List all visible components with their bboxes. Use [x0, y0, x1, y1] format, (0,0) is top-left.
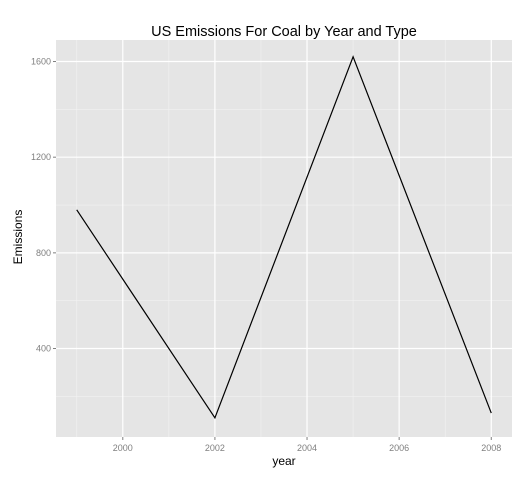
series-line — [76, 55, 492, 420]
x-axis-label: year — [272, 454, 295, 468]
y-tick-label: 800 — [36, 248, 51, 258]
y-tick-label: 400 — [36, 344, 51, 354]
major-gridlines — [56, 40, 512, 437]
x-tick-label: 2008 — [481, 443, 501, 453]
y-axis-label: Emissions — [11, 210, 25, 265]
x-axis-ticks: 2000 2002 2004 2006 2008 — [113, 437, 501, 453]
chart-title: US Emissions For Coal by Year and Type — [151, 24, 417, 40]
x-tick-label: 2002 — [205, 443, 225, 453]
minor-gridlines — [56, 40, 512, 437]
y-tick-label: 1200 — [31, 152, 51, 162]
y-axis-ticks: 400 800 1200 1600 — [31, 57, 56, 354]
x-tick-label: 2006 — [389, 443, 409, 453]
x-tick-label: 2004 — [297, 443, 317, 453]
x-tick-label: 2000 — [113, 443, 133, 453]
series-layer — [76, 55, 492, 420]
y-tick-label: 1600 — [31, 57, 51, 67]
